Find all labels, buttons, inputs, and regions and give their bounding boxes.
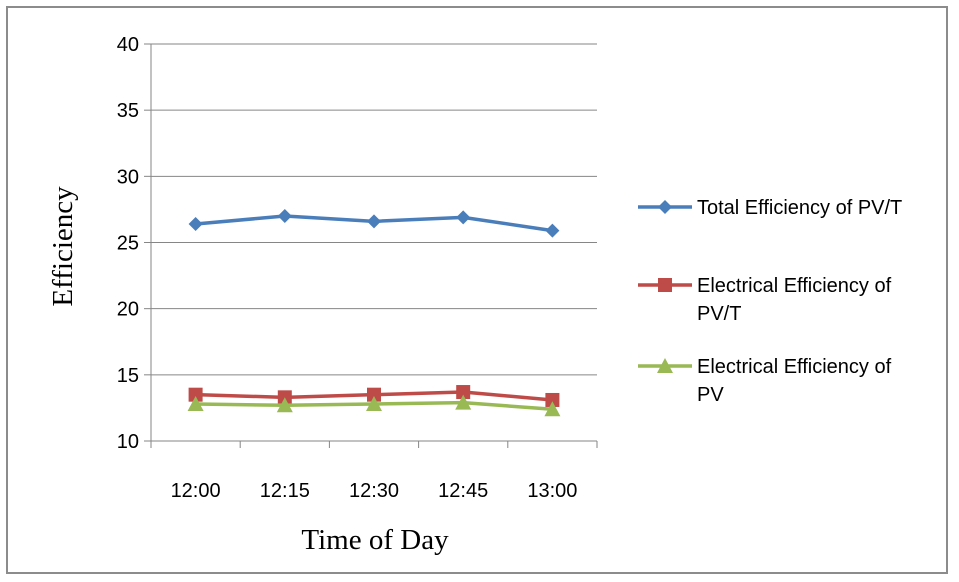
x-tick-label: 12:45 — [438, 480, 488, 502]
y-tick-label: 35 — [117, 100, 139, 122]
legend-marker — [658, 200, 672, 214]
x-tick-label: 12:30 — [349, 480, 399, 502]
data-point — [276, 397, 293, 413]
legend-label: Electrical Efficiency of — [697, 275, 892, 297]
data-point — [367, 387, 381, 402]
y-tick-label: 20 — [117, 299, 139, 321]
data-point — [188, 216, 203, 231]
x-tick-label: 13:00 — [527, 480, 577, 502]
y-tick-label: 30 — [117, 166, 139, 188]
data-point — [187, 395, 204, 411]
data-point — [455, 394, 472, 410]
y-tick-label: 10 — [117, 431, 139, 453]
data-point — [188, 387, 203, 402]
y-axis-title: Efficiency — [47, 186, 79, 307]
data-point — [545, 223, 560, 238]
data-point — [366, 395, 382, 411]
legend-label: Electrical Efficiency of — [697, 356, 892, 378]
chart-frame — [6, 6, 948, 574]
legend-marker — [658, 278, 672, 292]
data-point — [277, 209, 292, 224]
data-point — [456, 210, 471, 225]
x-tick-label: 12:00 — [171, 480, 221, 502]
legend-label: PV — [697, 384, 724, 406]
data-point — [456, 385, 471, 400]
y-tick-label: 25 — [117, 233, 139, 255]
legend-marker — [657, 358, 673, 373]
y-tick-label: 15 — [117, 365, 139, 387]
data-point — [545, 392, 560, 407]
legend-label: PV/T — [697, 303, 741, 325]
y-tick-label: 40 — [117, 34, 139, 56]
legend-label: Total Efficiency of PV/T — [697, 197, 902, 219]
data-point — [544, 401, 561, 417]
data-point — [367, 214, 381, 229]
x-tick-label: 12:15 — [260, 480, 310, 502]
x-axis-title: Time of Day — [301, 524, 449, 556]
